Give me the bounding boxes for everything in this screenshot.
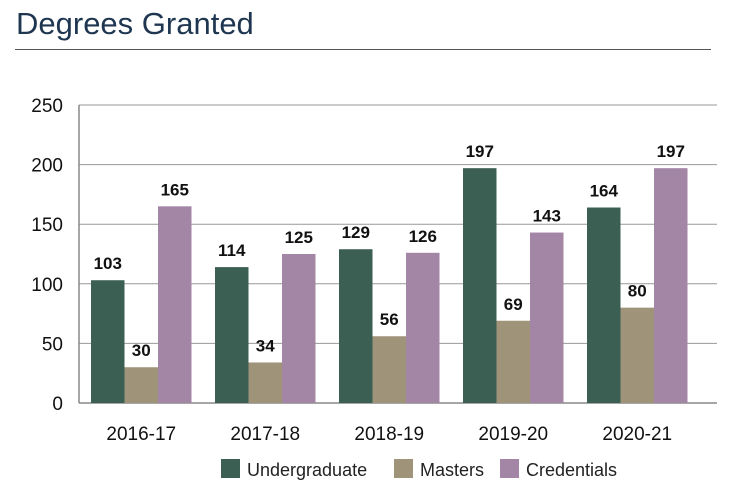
- data-label: 129: [342, 223, 370, 242]
- bar-masters: [248, 362, 282, 403]
- data-label: 125: [285, 228, 313, 247]
- legend-swatch-undergraduate: [221, 459, 240, 478]
- bar-undergraduate: [587, 207, 621, 403]
- data-label: 80: [628, 282, 647, 301]
- data-label: 30: [132, 341, 151, 360]
- y-tick-label: 200: [31, 156, 63, 177]
- legend-swatch-credentials: [500, 459, 519, 478]
- data-label: 103: [94, 254, 122, 273]
- y-tick-label: 0: [52, 394, 63, 415]
- bar-undergraduate: [91, 280, 125, 403]
- bar-masters: [620, 307, 654, 403]
- title-divider: [15, 49, 711, 50]
- data-label: 143: [533, 207, 561, 226]
- x-tick-label: 2017-18: [230, 424, 300, 445]
- bar-masters: [372, 336, 406, 403]
- data-label: 197: [657, 142, 685, 161]
- bar-credentials: [406, 252, 440, 403]
- x-tick-label: 2016-17: [106, 424, 176, 445]
- bar-credentials: [158, 206, 192, 403]
- data-label: 56: [380, 310, 399, 329]
- legend-swatch-masters: [394, 459, 413, 478]
- y-tick-label: 100: [31, 275, 63, 296]
- data-label: 69: [504, 295, 523, 314]
- bar-masters: [124, 367, 158, 403]
- bar-credentials: [282, 254, 316, 403]
- y-tick-label: 150: [31, 215, 63, 236]
- bar-credentials: [530, 232, 564, 403]
- data-label: 197: [466, 142, 494, 161]
- data-label: 126: [409, 227, 437, 246]
- y-tick-label: 250: [31, 96, 63, 117]
- data-label: 114: [218, 241, 246, 260]
- y-tick-label: 50: [42, 334, 63, 355]
- data-label: 34: [256, 336, 275, 355]
- x-tick-label: 2019-20: [478, 424, 548, 445]
- x-tick-label: 2018-19: [354, 424, 424, 445]
- data-label: 165: [161, 180, 189, 199]
- bar-undergraduate: [463, 168, 497, 403]
- bar-undergraduate: [215, 267, 249, 403]
- bar-credentials: [654, 168, 688, 403]
- legend-label: Undergraduate: [247, 460, 367, 480]
- data-label: 164: [590, 182, 619, 201]
- legend-label: Credentials: [526, 460, 617, 480]
- bar-undergraduate: [339, 249, 373, 403]
- bar-masters: [496, 320, 530, 403]
- x-tick-label: 2020-21: [602, 424, 672, 445]
- chart-title: Degrees Granted: [16, 6, 254, 41]
- legend-label: Masters: [420, 460, 484, 480]
